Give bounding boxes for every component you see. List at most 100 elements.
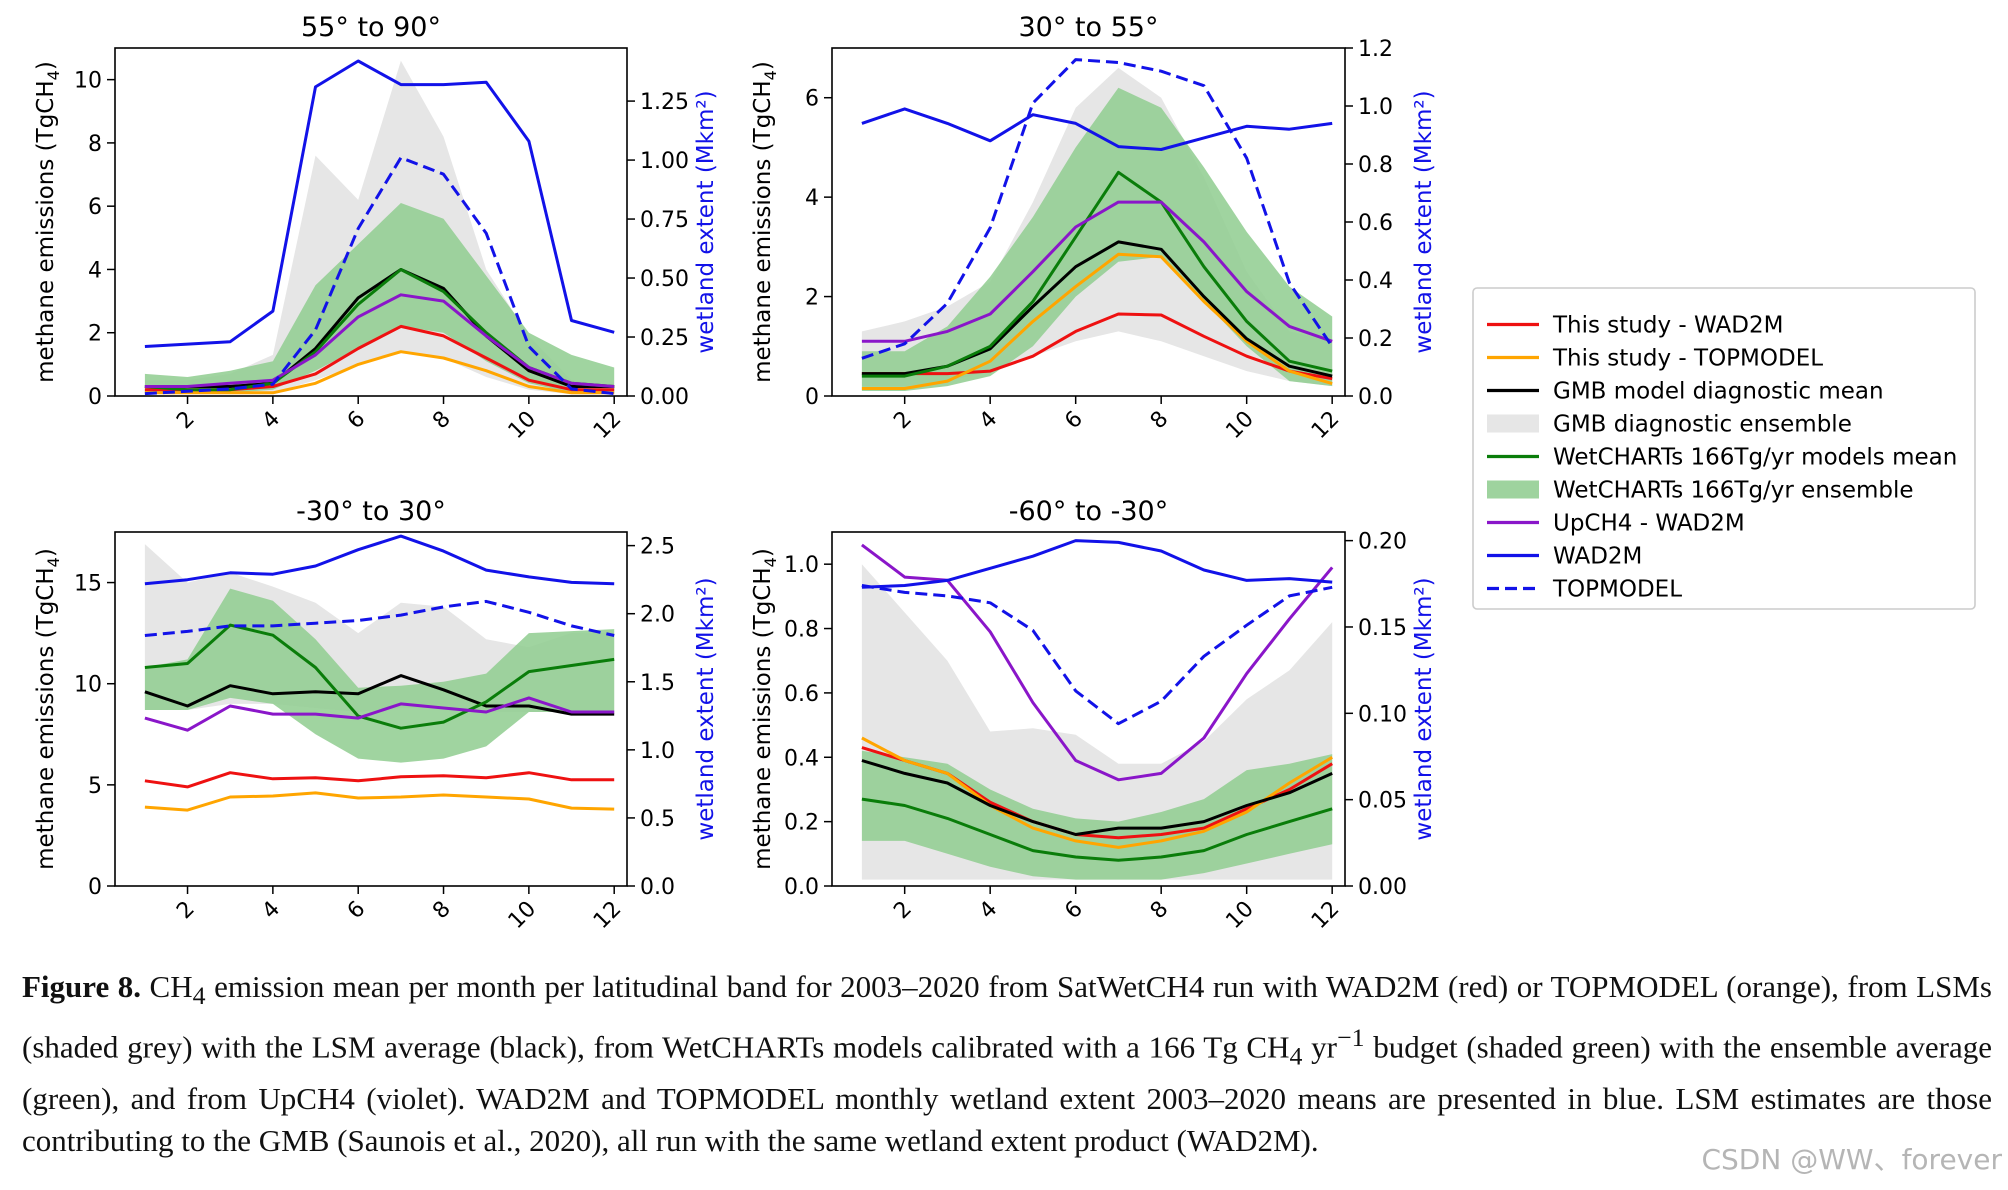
series-gmb-model-diagnostic-mean xyxy=(861,759,1333,836)
y-tick-label: 6 xyxy=(88,195,102,220)
y-tick-label: 0.4 xyxy=(784,746,819,771)
y-tick-label: 10 xyxy=(74,673,102,698)
y-axis-label-sub: 4 xyxy=(44,557,63,567)
x-tick-label: 12 xyxy=(589,897,626,934)
series-this-study-wad2m xyxy=(861,312,1333,381)
x-tick-label: 8 xyxy=(428,897,456,925)
series-wad2m xyxy=(144,59,615,348)
y-axis-label-main: methane emissions (TgCH xyxy=(750,80,776,383)
plot-frame xyxy=(114,47,628,397)
legend-label-wetcharts-166tg-yr-ensemble: WetCHARTs 166Tg/yr ensemble xyxy=(1553,478,1914,504)
series-wetcharts-166tg-yr-models-mean xyxy=(861,170,1333,378)
caption-sub-2: 4 xyxy=(1289,1041,1303,1071)
legend-label-this-study-topmodel: This study - TOPMODEL xyxy=(1552,346,1823,372)
legend-swatch-wetcharts-166tg-yr-ensemble xyxy=(1487,480,1539,499)
y2-tick-label: 0.5 xyxy=(640,807,675,832)
y2-tick-label: 0.2 xyxy=(1358,327,1393,352)
y2-tick-label: 0.4 xyxy=(1358,269,1393,294)
figure-caption: Figure 8. CH4 emission mean per month pe… xyxy=(22,966,1992,1162)
green-band xyxy=(861,87,1333,392)
y-axis-label-main: methane emissions (TgCH xyxy=(33,567,59,870)
x-tick-label: 8 xyxy=(1146,897,1174,925)
chart-panel-2: 30° to 55° 2 4 6 8 10 12 0 2 4 6 0.0 0.2 0.4 0.6 0.8 1.0… xyxy=(750,12,1437,444)
y2-axis-label: wetland extent (Mkm²) xyxy=(693,90,719,353)
caption-text-1: CH xyxy=(141,969,193,1004)
x-tick-label: 8 xyxy=(1146,407,1174,435)
x-tick-label: 4 xyxy=(258,407,286,435)
x-tick-label: 10 xyxy=(504,897,541,934)
y-axis-label-end: ) xyxy=(33,61,59,70)
x-tick-label: 2 xyxy=(889,897,917,925)
x-tick-label: 10 xyxy=(1221,897,1258,934)
series-this-study-topmodel xyxy=(144,791,615,812)
series-wetcharts-166tg-yr-models-mean xyxy=(861,797,1333,862)
y-tick-label: 0.6 xyxy=(784,682,819,707)
series-this-study-topmodel xyxy=(861,252,1333,390)
series-topmodel xyxy=(144,599,615,637)
y-tick-label: 0.2 xyxy=(784,811,819,836)
y-tick-label: 2 xyxy=(805,286,819,311)
y2-tick-label: 0.50 xyxy=(640,267,689,292)
y2-axis-label: wetland extent (Mkm²) xyxy=(1411,577,1437,840)
caption-sup: −1 xyxy=(1337,1023,1365,1053)
legend-label-gmb-diagnostic-ensemble: GMB diagnostic ensemble xyxy=(1553,412,1852,438)
legend-label-this-study-wad2m: This study - WAD2M xyxy=(1552,313,1783,339)
caption-text-2: emission mean per month per latitudinal … xyxy=(22,969,1992,1065)
y2-tick-label: 1.5 xyxy=(640,671,675,696)
y2-tick-label: 1.00 xyxy=(640,149,689,174)
y-tick-label: 15 xyxy=(74,572,102,597)
series-upch4-wad2m xyxy=(861,200,1333,343)
y-tick-label: 2 xyxy=(88,322,102,347)
y-axis-label: methane emissions (TgCH4) xyxy=(750,548,780,870)
x-tick-label: 6 xyxy=(1060,897,1088,925)
watermark: CSDN @WW、forever xyxy=(1701,1143,2002,1176)
y-tick-label: 5 xyxy=(88,774,102,799)
y2-tick-label: 0.25 xyxy=(640,326,689,351)
chart-panel-3: -30° to 30° 2 4 6 8 10 12 0 5 10 15 0.0 0.5 1.0 1.5 2.0… xyxy=(33,496,719,934)
x-tick-label: 10 xyxy=(1221,407,1258,444)
y2-tick-label: 1.2 xyxy=(1358,37,1393,62)
series-this-study-topmodel xyxy=(144,350,615,395)
x-tick-label: 4 xyxy=(258,897,286,925)
y-tick-label: 8 xyxy=(88,132,102,157)
x-tick-label: 2 xyxy=(172,407,200,435)
y-tick-label: 0.8 xyxy=(784,618,819,643)
y2-tick-label: 2.5 xyxy=(640,535,675,560)
y-axis-label-end: ) xyxy=(33,548,59,557)
y2-tick-label: 0.0 xyxy=(640,875,675,900)
series-wetcharts-166tg-yr-models-mean xyxy=(144,623,615,730)
figure-canvas: 55° to 90°2 4 6 8 10 1202468100.000.250.500.7… xyxy=(33,12,1976,934)
y2-tick-label: 0.10 xyxy=(1358,702,1407,727)
x-tick-label: 8 xyxy=(428,407,456,435)
y2-axis-label: wetland extent (Mkm²) xyxy=(693,577,719,840)
series-topmodel xyxy=(144,156,615,396)
y-axis-label: methane emissions (TgCH4) xyxy=(750,61,780,383)
x-tick-label: 6 xyxy=(1060,407,1088,435)
x-tick-label: 6 xyxy=(343,407,371,435)
y2-axis-label: wetland extent (Mkm²) xyxy=(1411,90,1437,353)
y-axis-label-end: ) xyxy=(750,548,776,557)
series-gmb-model-diagnostic-mean xyxy=(144,674,615,716)
y-tick-label: 1.0 xyxy=(784,553,819,578)
y2-tick-label: 0.0 xyxy=(1358,385,1393,410)
series-this-study-wad2m xyxy=(144,771,615,789)
x-tick-label: 2 xyxy=(172,897,200,925)
caption-text-3: yr xyxy=(1302,1029,1337,1065)
series-topmodel xyxy=(861,584,1333,726)
series-this-study-topmodel xyxy=(861,736,1333,849)
y-axis-label-end: ) xyxy=(750,61,776,70)
y2-tick-label: 1.0 xyxy=(640,739,675,764)
chart-panel-4: -60° to -30° 2 4 6 8 10 12 0.0 0.2 0.4 0.6 0.8 1.0 0.… xyxy=(750,496,1437,934)
legend-label-wetcharts-166tg-yr-models-mean: WetCHARTs 166Tg/yr models mean xyxy=(1553,445,1957,471)
plot-frame xyxy=(114,531,628,887)
legend-label-wad2m: WAD2M xyxy=(1553,544,1642,570)
y-tick-label: 6 xyxy=(805,87,819,112)
y2-tick-label: 0.20 xyxy=(1358,530,1407,555)
x-tick-label: 4 xyxy=(975,897,1003,925)
y-tick-label: 10 xyxy=(74,69,102,94)
legend: This study - WAD2M This study - TOPMODEL G… xyxy=(1472,287,1976,610)
y2-tick-label: 0.00 xyxy=(1358,875,1407,900)
y-axis-label: methane emissions (TgCH4) xyxy=(33,61,63,383)
y-tick-label: 0 xyxy=(805,385,819,410)
y-axis-label-sub: 4 xyxy=(761,70,780,80)
